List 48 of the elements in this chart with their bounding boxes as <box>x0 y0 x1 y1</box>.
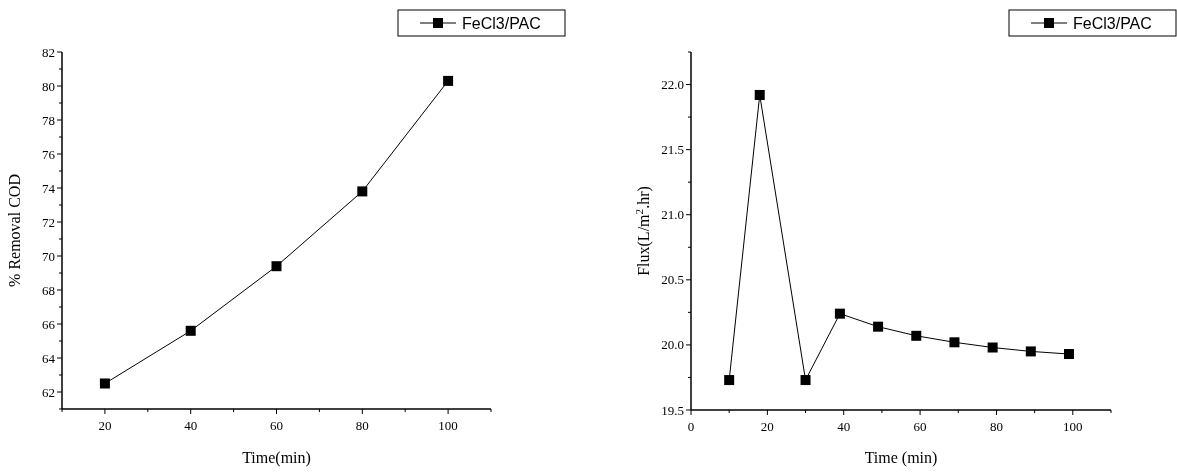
point <box>1025 346 1036 357</box>
y-tick-label: 78 <box>42 112 55 128</box>
x-tick-label: 80 <box>355 418 369 433</box>
point <box>987 342 998 353</box>
y-tick-label: 74 <box>42 180 56 196</box>
point <box>443 75 454 86</box>
y-tick-label: 20.0 <box>661 337 684 353</box>
y-tick-label: 76 <box>42 146 56 162</box>
point <box>911 330 922 341</box>
y-tick-label: 82 <box>42 44 55 60</box>
y-tick-label: 22.0 <box>661 77 684 93</box>
y-tick-label: 20.5 <box>661 272 684 288</box>
x-tick-label: 60 <box>270 418 283 433</box>
point <box>357 186 368 197</box>
y-tick-label: 68 <box>42 282 55 298</box>
point <box>185 325 196 336</box>
y-tick-label: 21.0 <box>661 207 684 223</box>
x-tick-label: 40 <box>184 418 198 433</box>
x-tick-label: 60 <box>913 419 927 434</box>
x-tick-label: 40 <box>837 419 851 434</box>
x-tick-label: 20 <box>760 419 774 434</box>
point <box>800 375 811 386</box>
x-tick-label: 20 <box>98 418 112 433</box>
y-tick-label: 19.5 <box>661 402 684 418</box>
x-axis-title: Time (min) <box>864 449 938 467</box>
y-axis-title: % Removal COD <box>6 174 23 287</box>
legend-label: FeCl3/PAC <box>1073 14 1152 32</box>
point <box>1064 349 1074 360</box>
x-tick-label: 0 <box>687 419 695 434</box>
x-tick-label: 100 <box>438 418 458 433</box>
point <box>754 89 765 100</box>
point <box>271 261 282 272</box>
x-axis-title: Time(min) <box>242 449 311 467</box>
point <box>949 337 960 348</box>
y-tick-label: 72 <box>42 214 55 230</box>
point <box>873 321 884 332</box>
y-tick-label: 66 <box>42 316 56 332</box>
x-tick-label: 100 <box>1063 419 1083 434</box>
y-tick-label: 62 <box>42 384 55 400</box>
legend-label: FeCl3/PAC <box>462 14 541 32</box>
point <box>99 378 110 389</box>
point <box>724 375 735 386</box>
y-tick-label: 80 <box>42 78 55 94</box>
y-tick-label: 70 <box>42 248 55 264</box>
y-tick-label: 64 <box>42 350 56 366</box>
x-tick-label: 80 <box>989 419 1003 434</box>
point <box>834 308 845 319</box>
y-tick-label: 21.5 <box>661 142 684 158</box>
